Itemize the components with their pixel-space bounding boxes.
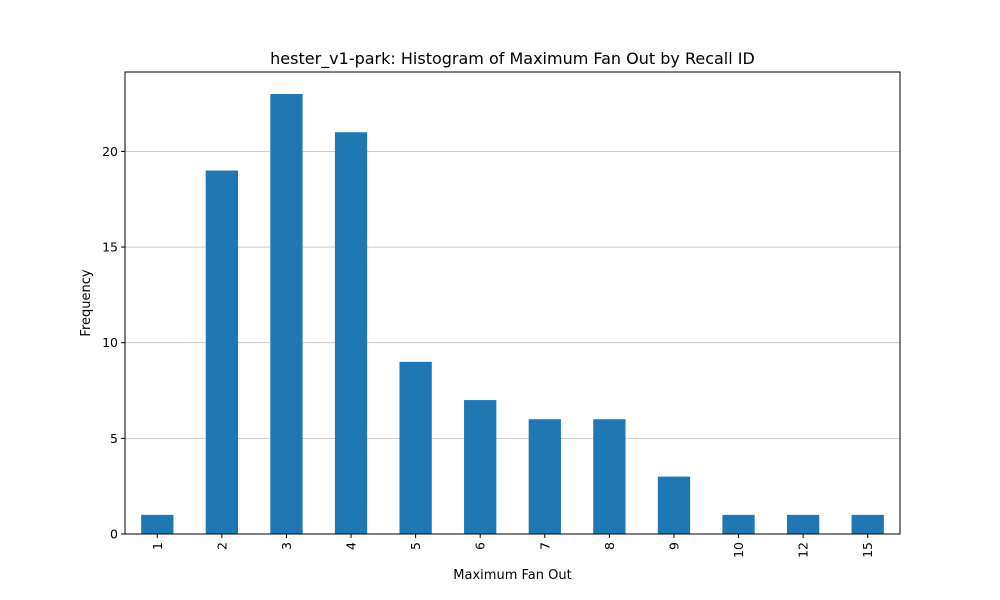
plot-frame (124, 71, 901, 535)
x-tick-label: 7 (537, 542, 552, 550)
bar-4 (334, 132, 368, 534)
y-tick-label: 15 (102, 240, 118, 255)
x-tick-label: 8 (602, 542, 617, 550)
bar-7 (528, 419, 561, 534)
x-tick-label: 3 (279, 542, 294, 550)
bar-15 (851, 514, 884, 534)
y-axis-label: Frequency (79, 269, 94, 336)
bar-1 (141, 514, 174, 534)
x-tick-label: 5 (408, 542, 423, 550)
x-tick-label: 10 (731, 542, 746, 558)
bar-9 (657, 476, 691, 534)
x-axis-label: Maximum Fan Out (453, 568, 571, 583)
bar-12 (786, 514, 820, 534)
bar-8 (593, 419, 626, 534)
x-tick-label: 12 (796, 542, 811, 558)
x-tick-label: 1 (150, 542, 165, 550)
x-tick-label: 2 (214, 542, 229, 550)
x-axis-ticks: 1 2 3 4 5 6 7 8 9 10 12 15 (150, 534, 875, 558)
bars (141, 94, 884, 535)
x-tick-label: 15 (860, 542, 875, 558)
bar-2 (205, 170, 239, 535)
y-tick-label: 20 (102, 144, 118, 159)
grid-lines (125, 150, 900, 535)
y-tick-label: 0 (110, 527, 118, 542)
x-tick-label: 6 (473, 542, 488, 550)
y-axis-ticks: 0 5 10 15 20 (102, 144, 125, 542)
y-tick-label: 5 (110, 431, 118, 446)
y-tick-label: 10 (102, 335, 118, 350)
bar-6 (464, 400, 497, 534)
chart-title: hester_v1-park: Histogram of Maximum Fan… (270, 49, 755, 69)
bar-10 (722, 514, 755, 534)
x-tick-label: 9 (666, 542, 681, 550)
x-tick-label: 4 (344, 542, 359, 550)
bar-3 (270, 94, 303, 534)
bar-5 (399, 361, 432, 534)
